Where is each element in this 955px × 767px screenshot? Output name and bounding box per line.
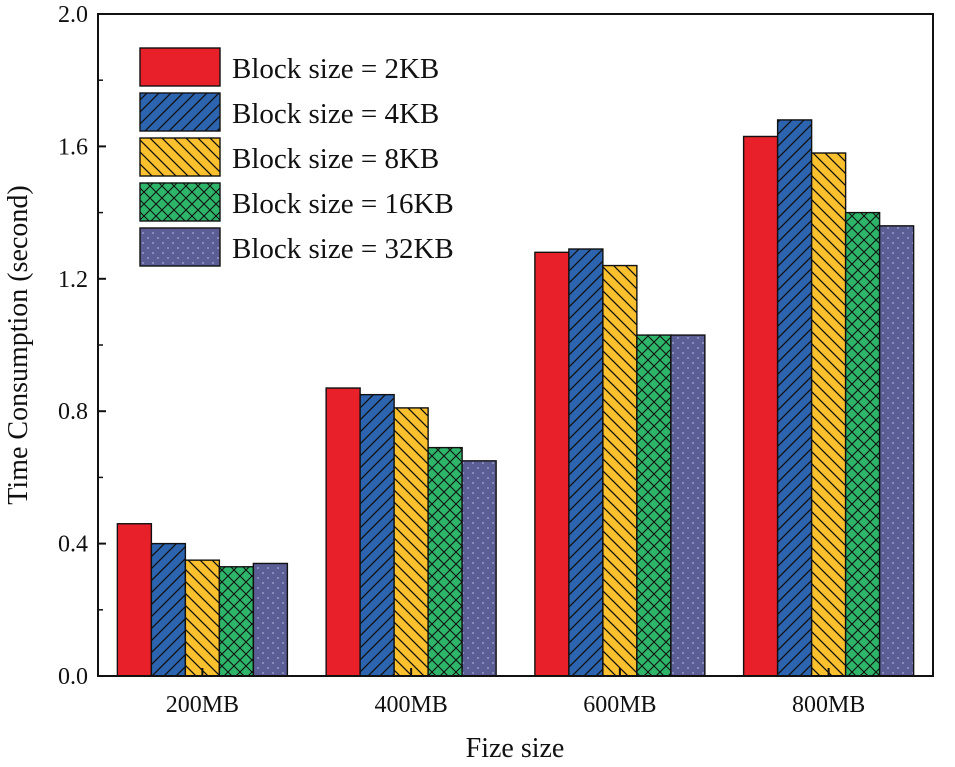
x-axis-ticks: 200MB 400MB 600MB 800MB <box>166 668 865 718</box>
legend-label: Block size = 2KB <box>232 53 439 85</box>
y-tick-label: 2.0 <box>58 2 88 28</box>
legend-label: Block size = 8KB <box>232 143 439 175</box>
bar-800MB-block-size-32kb <box>878 225 915 677</box>
legend: Block size = 2KB Block size = 4KB Block si… <box>139 47 454 267</box>
bar-400MB-block-size-32kb <box>461 460 497 677</box>
bar-200MB-block-size-32kb <box>252 562 289 677</box>
bar-800MB-block-size-2kb <box>742 135 779 677</box>
x-tick-label: 200MB <box>166 692 239 718</box>
legend-label: Block size = 16KB <box>232 188 454 220</box>
y-axis-title: Time Consumption (second) <box>3 185 34 504</box>
legend-swatch <box>139 137 221 177</box>
legend-label: Block size = 4KB <box>232 98 439 130</box>
y-tick-label: 0.0 <box>58 664 88 690</box>
legend-swatch <box>139 227 221 267</box>
legend-swatch <box>139 47 221 87</box>
bar-600MB-block-size-4kb <box>568 248 604 677</box>
bar-400MB-block-size-4kb <box>359 393 395 677</box>
legend-swatch <box>139 182 221 222</box>
bar-600MB-block-size-32kb <box>670 334 706 677</box>
x-tick-label: 600MB <box>583 692 656 718</box>
bar-200MB-block-size-8kb <box>184 559 221 677</box>
bar-600MB-block-size-8kb <box>602 264 638 677</box>
bar-800MB-block-size-16kb <box>844 211 881 677</box>
bar-600MB-block-size-2kb <box>534 251 570 677</box>
legend-swatch <box>139 92 221 132</box>
bar-200MB-block-size-16kb <box>218 566 255 677</box>
bar-600MB-block-size-16kb <box>636 334 672 677</box>
bar-800MB-block-size-8kb <box>810 152 847 677</box>
bar-400MB-block-size-2kb <box>325 387 361 677</box>
bar-800MB-block-size-4kb <box>776 119 813 677</box>
legend-label: Block size = 32KB <box>232 233 454 265</box>
x-tick-label: 400MB <box>374 692 447 718</box>
x-tick-label: 800MB <box>792 692 865 718</box>
plot-area-frame <box>97 13 934 677</box>
y-tick-label: 0.8 <box>58 399 88 425</box>
y-axis-ticks: 0.0 0.4 0.8 1.2 1.6 2.0 <box>58 2 106 690</box>
bar-200MB-block-size-4kb <box>150 542 187 677</box>
bar-200MB-block-size-2kb <box>116 523 153 677</box>
y-tick-label: 1.2 <box>58 267 88 293</box>
bars-layer <box>116 119 915 677</box>
bar-400MB-block-size-16kb <box>427 446 463 677</box>
bar-400MB-block-size-8kb <box>393 407 429 677</box>
y-tick-label: 1.6 <box>58 134 88 160</box>
y-tick-label: 0.4 <box>58 532 88 558</box>
x-axis-title: Fize size <box>466 733 565 764</box>
